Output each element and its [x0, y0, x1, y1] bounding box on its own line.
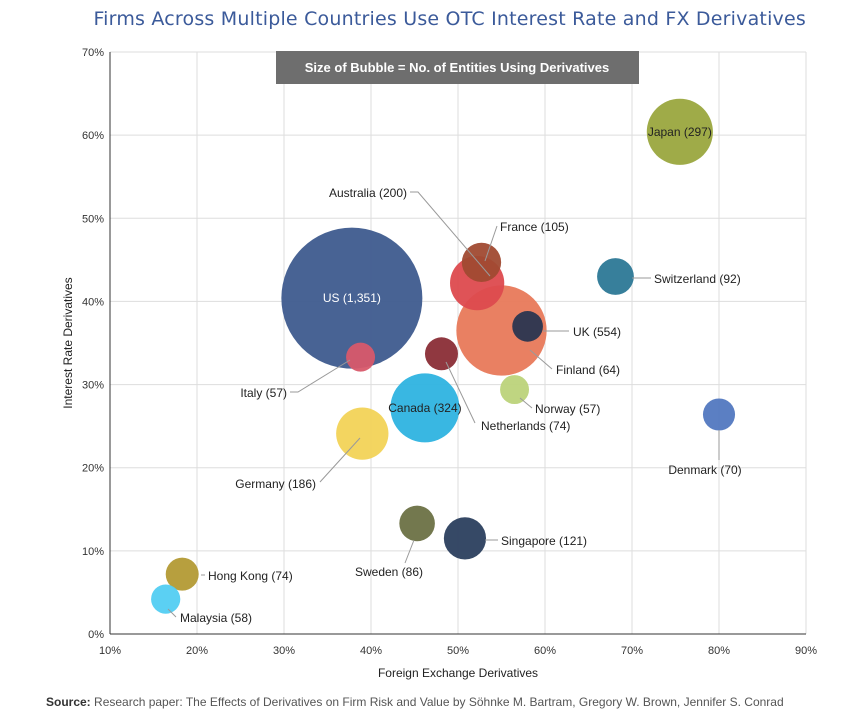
- bubble-label-finland: Finland (64): [556, 363, 620, 377]
- y-tick-label: 70%: [82, 47, 104, 59]
- bubble-label-uk: UK (554): [573, 325, 621, 339]
- source-text: Research paper: The Effects of Derivativ…: [90, 695, 784, 709]
- y-tick-label: 40%: [82, 296, 104, 308]
- bubble-chart: 10% 20% 30% 40% 50% 60% 70% 80% 90% 0% 10% 20% 30% 40…: [61, 47, 817, 680]
- leader-line-netherlands: [445, 361, 476, 424]
- x-tick-label: 90%: [795, 645, 817, 657]
- bubble-label-malaysia: Malaysia (58): [180, 611, 252, 625]
- x-tick-label: 30%: [273, 645, 295, 657]
- y-tick-label: 30%: [82, 380, 104, 392]
- chart-title: Firms Across Multiple Countries Use OTC …: [93, 8, 806, 30]
- y-tick-label: 10%: [82, 546, 104, 558]
- bubble-label-norway: Norway (57): [535, 402, 600, 416]
- y-tick-label: 50%: [82, 213, 104, 225]
- bubble-label-singapore: Singapore (121): [501, 534, 587, 548]
- bubble-denmark: [702, 398, 736, 431]
- bubble-france: [461, 242, 502, 283]
- bubble-japan: [646, 98, 713, 165]
- bubble-label-japan: Japan (297): [648, 125, 712, 139]
- leader-line-france: [484, 225, 498, 262]
- axis-layer: 10% 20% 30% 40% 50% 60% 70% 80% 90% 0% 10% 20% 30% 40…: [61, 47, 817, 680]
- bubble-us: [281, 227, 423, 369]
- x-tick-label: 10%: [99, 645, 121, 657]
- bubble-canada: [390, 373, 460, 443]
- bubble-label-canada: Canada (324): [388, 401, 461, 415]
- bubble-label-australia: Australia (200): [329, 186, 407, 200]
- bubble-label-france: France (105): [500, 220, 569, 234]
- leader-line-germany: [319, 437, 361, 483]
- bubble-norway: [500, 375, 530, 405]
- bubble-label-hong-kong: Hong Kong (74): [208, 569, 293, 583]
- leader-layer: [167, 191, 720, 618]
- y-tick-label: 60%: [82, 130, 104, 142]
- bubble-finland: [512, 311, 543, 342]
- bubble-label-germany: Germany (186): [235, 477, 316, 491]
- leader-line-australia: [410, 191, 491, 277]
- bubble-switzerland: [597, 258, 634, 295]
- size-note-text: Size of Bubble = No. of Entities Using D…: [305, 60, 609, 75]
- x-tick-label: 80%: [708, 645, 730, 657]
- bubble-singapore: [443, 517, 487, 560]
- y-axis-title: Interest Rate Derivatives: [61, 277, 75, 408]
- bubble-layer: [151, 98, 736, 614]
- bubble-label-denmark: Denmark (70): [668, 463, 741, 477]
- x-tick-label: 60%: [534, 645, 556, 657]
- x-tick-label: 40%: [360, 645, 382, 657]
- bubble-label-italy: Italy (57): [240, 386, 287, 400]
- source-line: Source: Research paper: The Effects of D…: [46, 695, 784, 709]
- y-tick-label: 0%: [88, 629, 104, 641]
- bubble-label-sweden: Sweden (86): [355, 565, 423, 579]
- size-note-box: [276, 51, 639, 84]
- bubble-hong-kong: [165, 557, 199, 591]
- bubble-sweden: [399, 505, 435, 542]
- bubble-germany: [336, 407, 389, 460]
- x-tick-label: 70%: [621, 645, 643, 657]
- size-note: Size of Bubble = No. of Entities Using D…: [276, 51, 639, 84]
- x-tick-label: 50%: [447, 645, 469, 657]
- bubble-label-switzerland: Switzerland (92): [654, 272, 741, 286]
- bubble-label-us: US (1,351): [323, 291, 381, 305]
- leader-line-sweden: [404, 539, 415, 564]
- x-tick-label: 20%: [186, 645, 208, 657]
- x-axis-title: Foreign Exchange Derivatives: [378, 666, 538, 680]
- y-tick-label: 20%: [82, 463, 104, 475]
- leader-line-finland: [529, 349, 553, 370]
- source-label: Source:: [46, 695, 91, 709]
- bubble-italy: [346, 342, 376, 372]
- leader-line-norway: [519, 397, 533, 409]
- label-layer: US (1,351) Japan (297) UK (554) Canada (324…: [180, 125, 742, 625]
- bubble-label-netherlands: Netherlands (74): [481, 419, 570, 433]
- leader-line-malaysia: [167, 608, 177, 618]
- bubble-malaysia: [151, 584, 181, 614]
- bubble-netherlands: [424, 337, 458, 371]
- leader-line-italy: [290, 359, 351, 393]
